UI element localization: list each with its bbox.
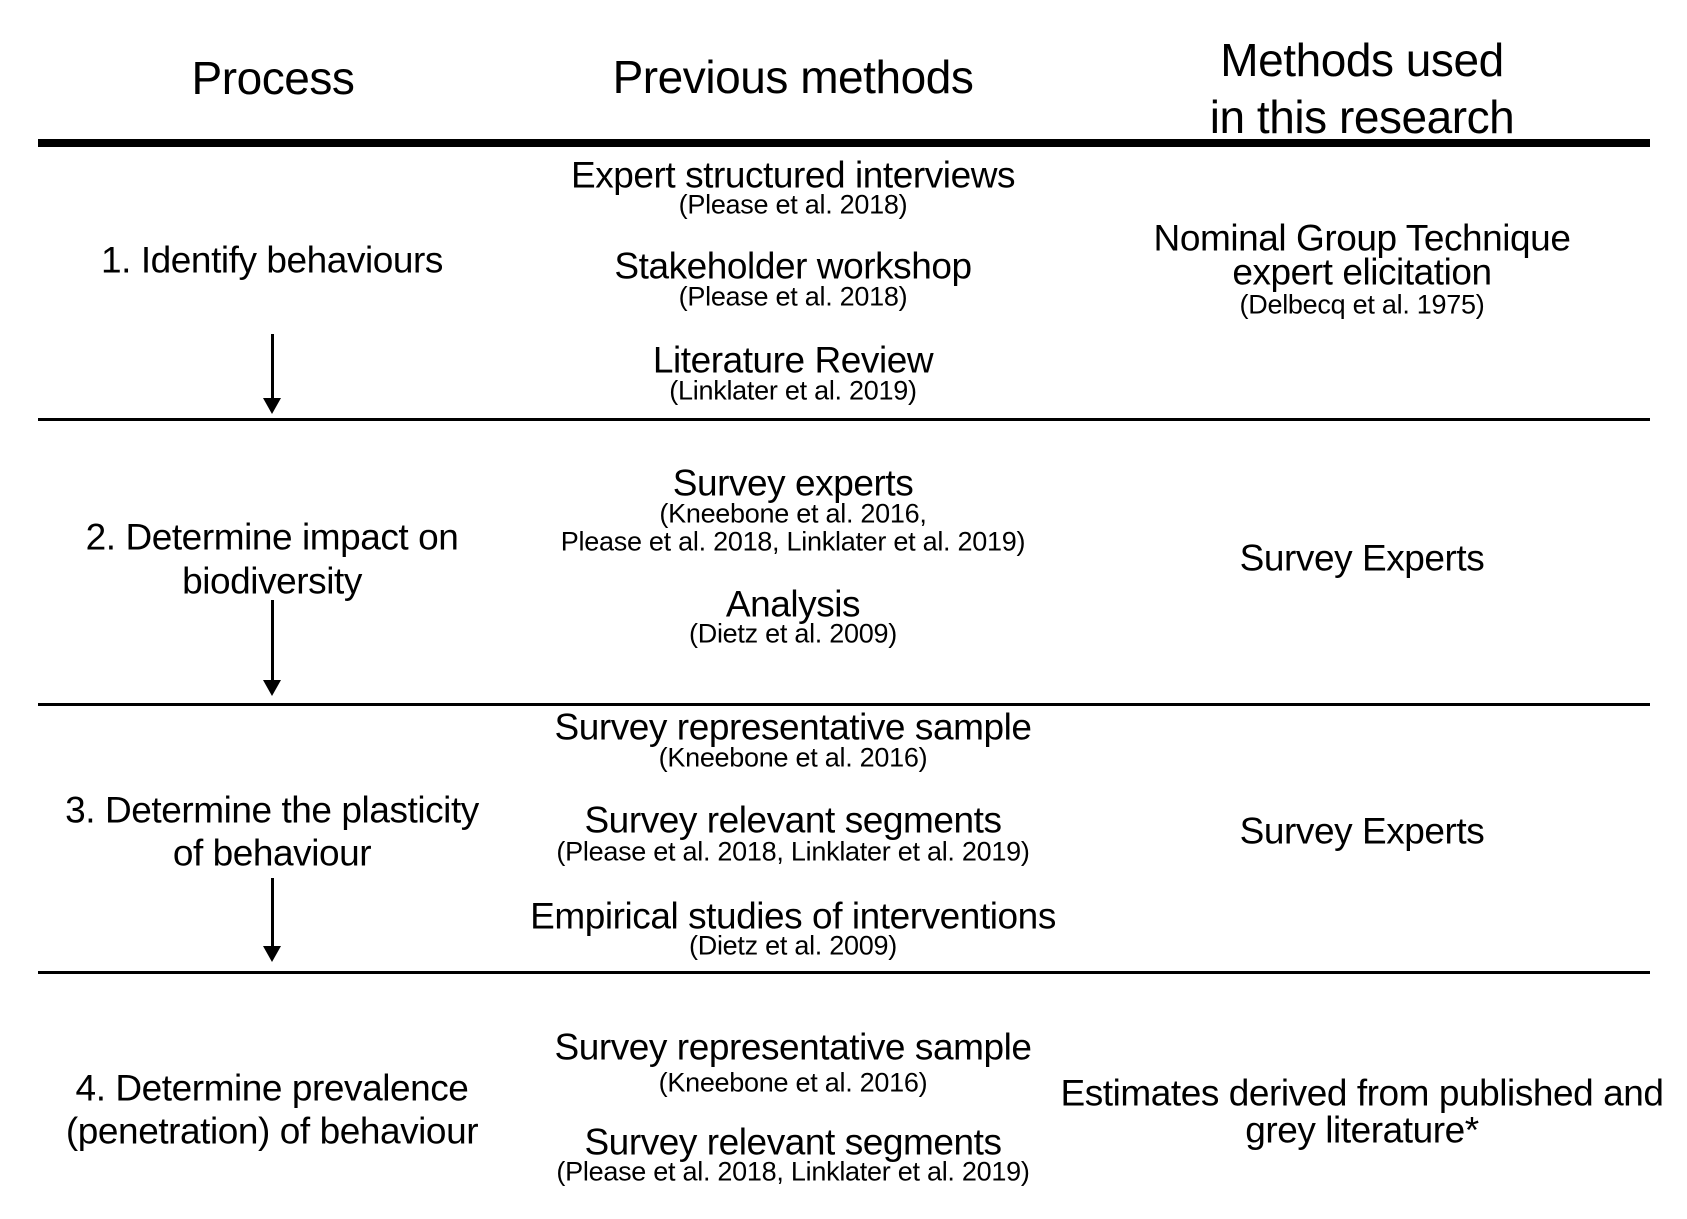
- previous-method-citation: (Kneebone et al. 2016): [658, 1067, 928, 1098]
- column-header-previous-methods: Previous methods: [612, 51, 974, 103]
- arrow-head: [263, 946, 281, 962]
- previous-method: Stakeholder workshop: [614, 245, 972, 287]
- arrow-shaft: [270, 600, 274, 680]
- previous-method-citation: (Kneebone et al. 2016,: [659, 498, 927, 529]
- column-header-process: Process: [191, 52, 355, 104]
- column-header-methods-used-line1: Methods used: [1220, 34, 1504, 86]
- arrow-head: [263, 398, 281, 414]
- previous-method-citation: Please et al. 2018, Linklater et al. 201…: [560, 526, 1026, 557]
- row-divider-2: [38, 703, 1650, 706]
- process-step-2-line2: biodiversity: [182, 560, 362, 602]
- previous-method-citation: (Please et al. 2018, Linklater et al. 20…: [556, 1156, 1030, 1187]
- research-method: Nominal Group Technique: [1153, 217, 1571, 259]
- down-arrow-icon: [263, 600, 281, 696]
- previous-method: Survey representative sample: [554, 706, 1032, 748]
- previous-method: Expert structured interviews: [570, 154, 1016, 196]
- previous-method-citation: (Please et al. 2018): [678, 281, 908, 312]
- arrow-head: [263, 680, 281, 696]
- column-header-methods-used-line2: in this research: [1209, 91, 1515, 143]
- previous-method-citation: (Please et al. 2018): [678, 189, 908, 220]
- arrow-shaft: [270, 334, 274, 398]
- process-step-2-line1: 2. Determine impact on: [85, 516, 459, 558]
- research-method-citation: (Delbecq et al. 1975): [1239, 289, 1485, 320]
- previous-method: Survey representative sample: [554, 1026, 1032, 1068]
- previous-method-citation: (Dietz et al. 2009): [689, 618, 897, 649]
- process-step-3-line2: of behaviour: [172, 832, 372, 874]
- process-step-1: 1. Identify behaviours: [101, 239, 443, 281]
- down-arrow-icon: [263, 878, 281, 962]
- previous-method: Literature Review: [652, 339, 934, 381]
- previous-method: Survey relevant segments: [584, 799, 1002, 841]
- previous-method-citation: (Please et al. 2018, Linklater et al. 20…: [556, 836, 1030, 867]
- process-step-4-line2: (penetration) of behaviour: [65, 1110, 479, 1152]
- arrow-shaft: [270, 878, 274, 946]
- previous-method: Empirical studies of interventions: [530, 895, 1056, 937]
- down-arrow-icon: [263, 334, 281, 414]
- header-rule: [38, 139, 1650, 147]
- previous-method: Survey experts: [672, 462, 914, 504]
- research-method: Survey Experts: [1239, 537, 1485, 579]
- previous-method-citation: (Dietz et al. 2009): [689, 930, 897, 961]
- research-method: Survey Experts: [1239, 810, 1485, 852]
- row-divider-1: [38, 418, 1650, 421]
- row-divider-3: [38, 971, 1650, 974]
- previous-method: Analysis: [725, 583, 861, 625]
- previous-method-citation: (Linklater et al. 2019): [669, 375, 917, 406]
- process-step-4-line1: 4. Determine prevalence: [75, 1067, 469, 1109]
- previous-method-citation: (Kneebone et al. 2016): [658, 742, 928, 773]
- process-step-3-line1: 3. Determine the plasticity: [65, 789, 479, 831]
- research-method: Estimates derived from published and: [1060, 1072, 1664, 1114]
- previous-method: Survey relevant segments: [584, 1121, 1002, 1163]
- research-method: grey literature*: [1245, 1109, 1479, 1151]
- research-method: expert elicitation: [1232, 251, 1492, 293]
